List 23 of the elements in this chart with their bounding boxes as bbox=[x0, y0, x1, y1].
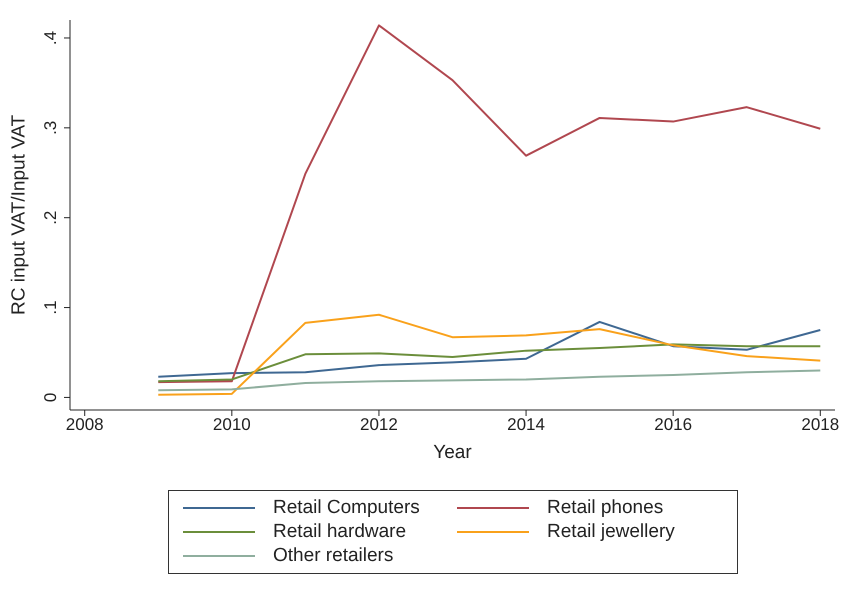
x-tick-label: 2012 bbox=[360, 415, 398, 434]
x-tick-label: 2008 bbox=[66, 415, 104, 434]
legend-label: Retail hardware bbox=[273, 521, 406, 543]
y-axis-title: RC input VAT/Input VAT bbox=[8, 114, 30, 315]
y-tick-label: .4 bbox=[41, 30, 60, 46]
y-tick-label: .3 bbox=[41, 120, 60, 135]
y-tick-label: 0 bbox=[41, 392, 60, 402]
legend-label: Retail jewellery bbox=[547, 521, 675, 543]
line-series bbox=[157, 343, 822, 382]
line-series bbox=[157, 24, 822, 384]
x-tick-label: 2018 bbox=[801, 415, 840, 434]
line-series bbox=[157, 320, 822, 378]
legend-label: Other retailers bbox=[273, 545, 394, 567]
line-series bbox=[157, 314, 822, 396]
legend-label: Retail Computers bbox=[273, 497, 420, 519]
y-tick-label: .1 bbox=[41, 300, 60, 315]
x-tick-label: 2016 bbox=[654, 415, 692, 434]
x-tick-label: 2010 bbox=[212, 415, 251, 434]
y-tick-label: .2 bbox=[41, 210, 60, 225]
x-axis-title: Year bbox=[433, 442, 472, 463]
legend-label: Retail phones bbox=[547, 497, 664, 519]
x-tick-label: 2014 bbox=[507, 415, 545, 434]
line-series bbox=[157, 369, 822, 392]
